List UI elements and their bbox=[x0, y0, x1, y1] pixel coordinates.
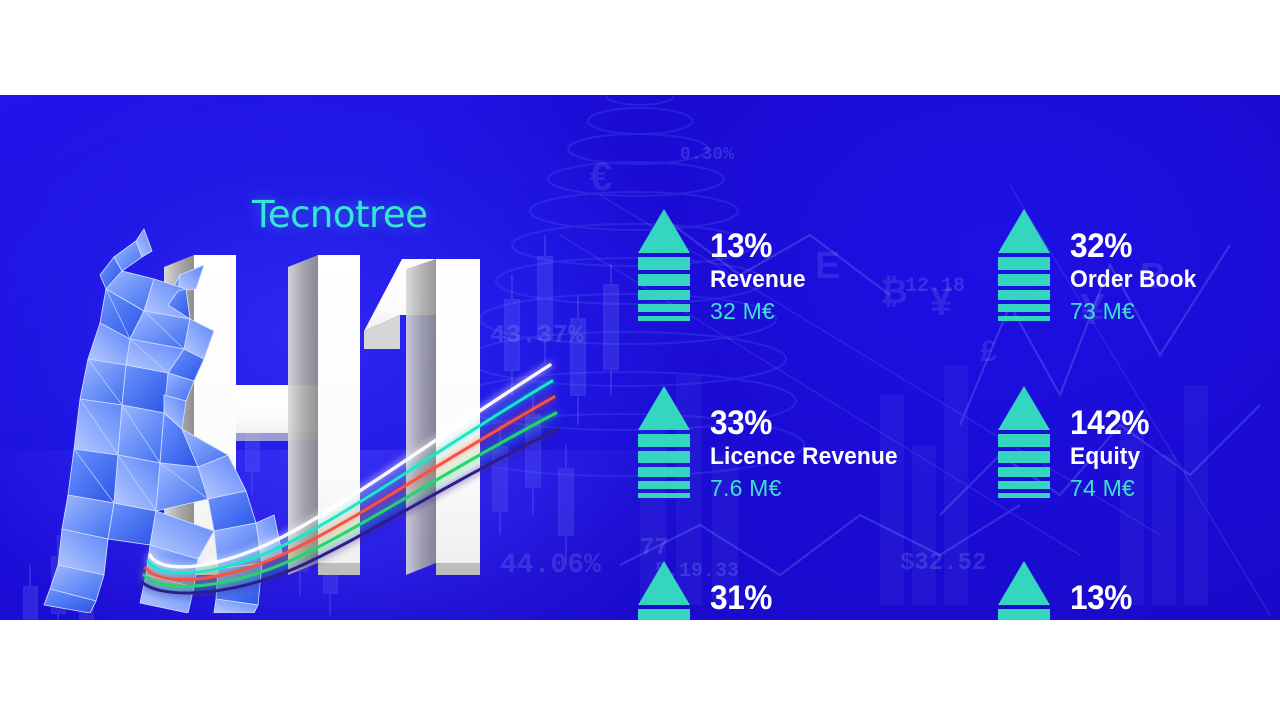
up-arrow-icon bbox=[636, 559, 692, 620]
up-arrow-icon bbox=[996, 384, 1052, 502]
metric-percent: 13% bbox=[710, 227, 772, 265]
bg-number: 44.06% bbox=[500, 550, 601, 581]
low-poly-bull-illustration bbox=[18, 223, 358, 613]
metric-label: Personnel Growth bbox=[1070, 618, 1181, 620]
metric-card-equity: 142% Equity 74 M€ bbox=[996, 384, 1155, 502]
metric-percent: 33% bbox=[710, 404, 772, 442]
metric-card-cash-and-cash-equivalents: 31% Cash and Cash Equivalents 14 M€ bbox=[636, 559, 1027, 620]
metric-label: Order Book bbox=[1070, 266, 1197, 293]
metric-value: 32 M€ bbox=[710, 297, 775, 324]
metric-label: Licence Revenue bbox=[710, 443, 898, 470]
metric-card-revenue: 13% Revenue 32 M€ bbox=[636, 207, 811, 325]
metric-percent: 142% bbox=[1070, 404, 1150, 442]
up-arrow-icon bbox=[636, 384, 692, 502]
metric-text: 13% Personnel Growth bbox=[1070, 559, 1187, 620]
metric-text: 33% Licence Revenue 7.6 M€ bbox=[710, 384, 908, 502]
metric-label: Equity bbox=[1070, 443, 1141, 470]
tecnotree-logo: Tecnotree bbox=[252, 193, 428, 236]
up-arrow-icon bbox=[996, 207, 1052, 325]
metric-card-order-book: 32% Order Book 73 M€ bbox=[996, 207, 1203, 325]
up-arrow-icon bbox=[996, 559, 1052, 620]
metric-text: 31% Cash and Cash Equivalents 14 M€ bbox=[710, 559, 1027, 620]
metric-card-licence-revenue: 33% Licence Revenue 7.6 M€ bbox=[636, 384, 908, 502]
metric-card-personnel-growth: 13% Personnel Growth bbox=[996, 559, 1187, 620]
metric-percent: 31% bbox=[710, 579, 772, 617]
metric-percent: 13% bbox=[1070, 579, 1132, 617]
metric-value: 7.6 M€ bbox=[710, 474, 782, 501]
up-arrow-icon bbox=[636, 207, 692, 325]
metric-value: 73 M€ bbox=[1070, 297, 1135, 324]
metric-text: 142% Equity 74 M€ bbox=[1070, 384, 1155, 502]
metric-text: 32% Order Book 73 M€ bbox=[1070, 207, 1203, 325]
metric-value: 74 M€ bbox=[1070, 474, 1135, 501]
metric-text: 13% Revenue 32 M€ bbox=[710, 207, 811, 325]
metrics-grid: 13% Revenue 32 M€ 3 bbox=[636, 207, 1266, 620]
tecnotree-h1-results-banner: € ₿ ¥ £ ¥ E B 43.37% 44.06% 41.55% 77 12… bbox=[0, 95, 1280, 620]
metric-label: Revenue bbox=[710, 266, 806, 293]
bg-number: 0.30% bbox=[680, 145, 735, 165]
metric-percent: 32% bbox=[1070, 227, 1132, 265]
euro-symbol-icon: € bbox=[590, 155, 614, 199]
metric-label: Cash and Cash Equivalents bbox=[710, 618, 1011, 620]
